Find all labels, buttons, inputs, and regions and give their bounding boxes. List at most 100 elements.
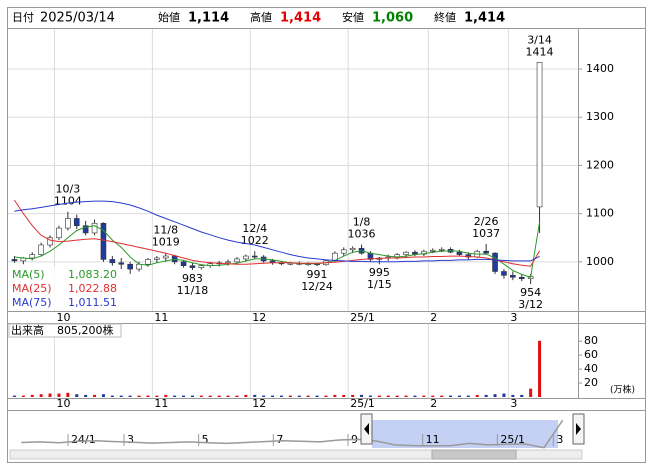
x-tick-label: 24/1 [71, 433, 96, 446]
volume-bar [484, 394, 488, 397]
candle-body [349, 248, 356, 251]
header-label: 始値 [158, 10, 180, 24]
low-value: 991 [307, 268, 328, 281]
candle-body [234, 258, 240, 263]
volume-bar [368, 395, 372, 397]
candle-body [518, 276, 525, 280]
low-value: 983 [182, 272, 203, 285]
high-value: 1036 [348, 227, 376, 240]
y-tick-label: 60 [584, 348, 598, 361]
candle-body [47, 237, 53, 246]
volume-bar [422, 395, 426, 397]
volume-bar [404, 395, 408, 397]
scrollbar-track[interactable] [9, 449, 583, 460]
candle-body [145, 259, 151, 265]
volume-bar [440, 395, 444, 397]
volume-bar [173, 395, 177, 397]
volume-bar [475, 394, 479, 397]
volume-bar [66, 392, 70, 397]
candle-body [127, 263, 133, 270]
y-tick-label: 1200 [586, 158, 614, 171]
high-date: 11/8 [153, 224, 178, 237]
candle-body [465, 254, 472, 258]
volume-bar [155, 395, 159, 397]
header-label: 終値 [434, 10, 456, 24]
volume-bar [520, 394, 524, 397]
volume-bar [48, 393, 52, 397]
volume-bar [235, 395, 239, 397]
volume-bar [342, 394, 346, 397]
volume-bar [297, 395, 301, 397]
volume-bar [101, 394, 105, 397]
legend-name: MA(5) [12, 268, 45, 281]
volume-bar [377, 395, 381, 397]
y-tick-label: 80 [584, 334, 598, 347]
volume-bar [279, 395, 283, 397]
high-date: 12/4 [242, 222, 267, 235]
x-tick-label: 25/1 [350, 311, 375, 324]
volume-bar [262, 395, 266, 397]
date-label: 日付 [12, 11, 34, 24]
candle-body [100, 222, 107, 260]
volume-bar [244, 394, 248, 397]
legend-value: 1,022.88 [68, 282, 117, 295]
volume-bar [493, 394, 497, 397]
ma-line [13, 199, 541, 267]
y-tick-label: 1100 [586, 207, 614, 220]
volume-bar [449, 395, 453, 397]
navigator-line [21, 419, 564, 449]
scrollbar-thumb[interactable] [431, 449, 517, 460]
volume-label: 出来高 [11, 323, 44, 337]
volume-bar [137, 395, 141, 397]
x-tick-label: 12 [252, 397, 266, 410]
candle-body [154, 257, 160, 260]
candle-body [243, 255, 249, 260]
high-date: 10/3 [55, 183, 80, 196]
volume-bar [93, 394, 97, 397]
y-tick-label: 1400 [586, 62, 614, 75]
volume-bar [413, 395, 417, 397]
candle-body [91, 222, 98, 234]
high-value: 1019 [152, 236, 180, 249]
x-tick-label: 7 [276, 433, 283, 446]
volume-bar [333, 394, 337, 397]
volume-bar [57, 393, 61, 397]
candle-body [82, 225, 89, 234]
x-tick-label: 3 [510, 311, 517, 324]
x-tick-label: 3 [510, 397, 517, 410]
y-tick-label: 1300 [586, 110, 614, 123]
low-value: 995 [369, 266, 390, 279]
volume-bar [75, 394, 79, 397]
x-tick-label: 11 [154, 397, 168, 410]
candle-body [412, 251, 418, 255]
candle-body [189, 265, 196, 268]
volume-bar [288, 395, 292, 397]
candle-body [483, 250, 489, 254]
volume-bar [39, 394, 43, 397]
low-value: 954 [520, 286, 541, 299]
volume-bar [30, 394, 34, 397]
volume-bar [226, 395, 230, 397]
candle-body [429, 249, 436, 252]
volume-value: 805,200株 [57, 323, 114, 337]
candle-body [73, 218, 80, 226]
x-tick-label: 10 [57, 397, 71, 410]
legend-name: MA(25) [12, 282, 52, 295]
x-tick-label: 5 [202, 433, 209, 446]
candle-body [501, 271, 507, 276]
header-label: 高値 [250, 10, 272, 24]
candle-body [492, 252, 498, 272]
date: 2025/03/14 [40, 11, 115, 26]
low-date: 12/24 [301, 280, 333, 293]
volume-bar [431, 395, 435, 397]
high-date: 1/8 [353, 215, 371, 228]
legend-value: 1,011.51 [68, 296, 117, 309]
volume-bar [315, 395, 319, 397]
candle-body [510, 275, 516, 278]
legend-box [10, 267, 118, 310]
volume-bar [164, 394, 168, 397]
x-tick-label: 3 [556, 433, 563, 446]
y-tick-label: 1000 [586, 255, 614, 268]
